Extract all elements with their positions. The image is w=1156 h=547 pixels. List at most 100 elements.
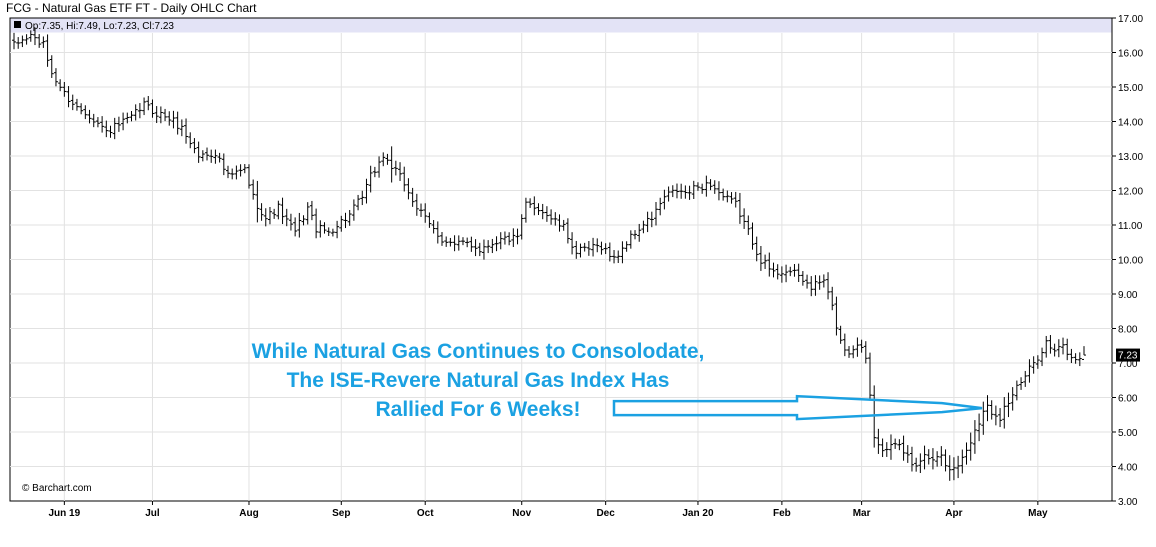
x-tick-label: Aug [239,508,258,519]
ohlc-bar [603,243,608,255]
ohlc-bar [20,35,25,48]
ohlc-bar [968,432,973,461]
ohlc-bar [981,401,986,435]
ohlc-bar [628,230,633,249]
ohlc-bar [1069,348,1074,364]
grid [10,33,1112,501]
ohlc-bar [246,164,251,189]
ohlc-bar [918,453,923,473]
ohlc-bar [859,339,864,353]
ohlc-bar [129,111,134,122]
ohlc-bar [532,196,537,216]
y-tick-label: 6.00 [1118,394,1138,405]
ohlc-bar [87,109,92,124]
ohlc-bar [205,147,210,161]
ohlc-bar [784,264,789,283]
ohlc-bar [16,37,21,49]
ohlc-bar [255,180,260,223]
ohlc-bar [670,185,675,198]
annotation-line-1: While Natural Gas Continues to Consoloda… [252,340,705,363]
ohlc-bar [184,118,189,144]
ohlc-bar [41,36,46,48]
ohlc-bar [28,30,33,42]
ohlc-bar [406,178,411,200]
ohlc-bar [1002,397,1007,429]
ohlc-bar [251,179,256,200]
ohlc-bar [922,445,927,470]
ohlc-bar [536,203,541,216]
ohlc-bar [95,117,100,128]
ohlc-bar [481,239,486,260]
ohlc-bar [435,221,440,244]
ohlc-bar [951,457,956,481]
ohlc-bar [175,111,180,135]
ohlc-bar [179,119,184,137]
ohlc-bar [305,202,310,225]
ohlc-bar [70,94,75,111]
ohlc-bar [679,183,684,199]
ohlc-bar [809,276,814,297]
ohlc-bar [607,242,612,262]
ohlc-bar [452,235,457,252]
ohlc-bar [561,219,566,231]
ohlc-bar [574,240,579,259]
ohlc-bar [1027,359,1032,383]
ohlc-bar [335,220,340,239]
ohlc-bar [276,200,281,220]
ohlc-bar [834,296,839,336]
ohlc-bar [1061,337,1066,355]
ohlc-bar [163,108,168,122]
ohlc-bar [704,175,709,197]
ohlc-bar [351,199,356,221]
ohlc-bar [595,238,600,253]
ohlc-bar [242,164,247,174]
ohlc-bar [456,235,461,251]
ohlc-bar [847,346,852,358]
ohlc-bar [356,194,361,211]
ohlc-bar [972,420,977,454]
ohlc-bar [700,183,705,194]
ohlc-bar [540,203,545,220]
annotation-line-3: Rallied For 6 Weeks! [375,398,580,421]
ohlc-bar [624,241,629,252]
ohlc-bar [960,449,965,474]
y-tick-label: 14.00 [1118,118,1143,129]
ohlc-bar [460,237,465,246]
y-tick-label: 3.00 [1118,497,1138,508]
ohlc-bar [339,215,344,232]
ohlc-bar [691,180,696,199]
ohlc-bar [410,187,415,207]
ohlc-bar [393,160,398,176]
ohlc-bar [49,55,54,78]
ohlc-bar [427,212,432,228]
ohlc-bar [347,209,352,226]
ohlc-bar [716,181,721,201]
ohlc-bar [1082,346,1086,360]
ohlc-bar [914,457,919,472]
ohlc-bar [37,34,42,48]
ohlc-bar [763,254,768,270]
ohlc-bar [1023,370,1028,387]
ohlc-bar [725,190,730,203]
ohlc-bar [771,262,776,278]
ohlc-bar [24,34,29,45]
ohlc-bar [301,215,306,226]
ohlc-bar [758,246,763,271]
ohlc-bar [620,241,625,264]
ohlc-bar [309,200,314,221]
ohlc-bar [796,263,801,282]
ohlc-bar [746,215,751,235]
ohlc-bar [473,239,478,257]
ohlc-bar [599,241,604,255]
y-axis-ticks: 3.00 4.00 5.00 6.00 7.00 8.00 9.00 10.00 11.00 12… [1112,14,1143,508]
ohlc-bar [238,164,243,177]
ohlc-bar [263,208,268,227]
ohlc-bar [876,428,881,454]
ohlc-bar [884,442,889,457]
ohlc-bar [826,272,831,300]
ohlc-bar [737,192,742,224]
ohlc-bar [330,228,335,237]
ohlc-bar [515,228,520,245]
ohlc-bar [582,242,587,252]
x-tick-label: Mar [853,508,871,519]
